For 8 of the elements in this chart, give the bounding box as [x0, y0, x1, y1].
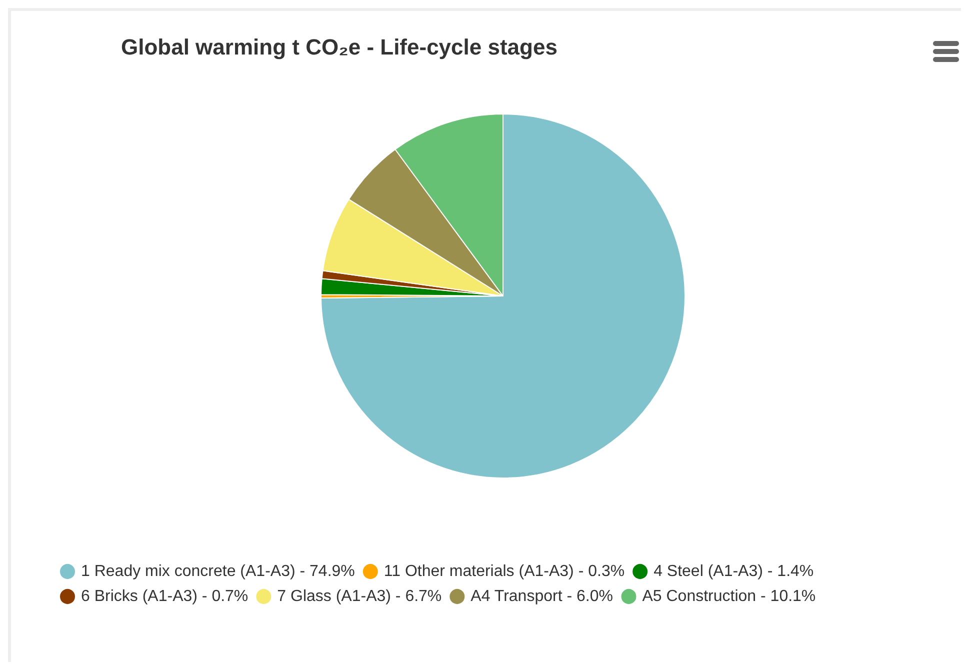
legend-label: A5 Construction - 10.1%	[642, 588, 816, 605]
chart-title: Global warming t CO₂e - Life-cycle stages	[121, 34, 558, 60]
legend-label: 4 Steel (A1-A3) - 1.4%	[654, 563, 814, 580]
legend-label: 11 Other materials (A1-A3) - 0.3%	[384, 563, 625, 580]
legend-label: 1 Ready mix concrete (A1-A3) - 74.9%	[81, 563, 355, 580]
legend-label: 6 Bricks (A1-A3) - 0.7%	[81, 588, 248, 605]
legend-label: A4 Transport - 6.0%	[470, 588, 613, 605]
legend-label: 7 Glass (A1-A3) - 6.7%	[277, 588, 442, 605]
